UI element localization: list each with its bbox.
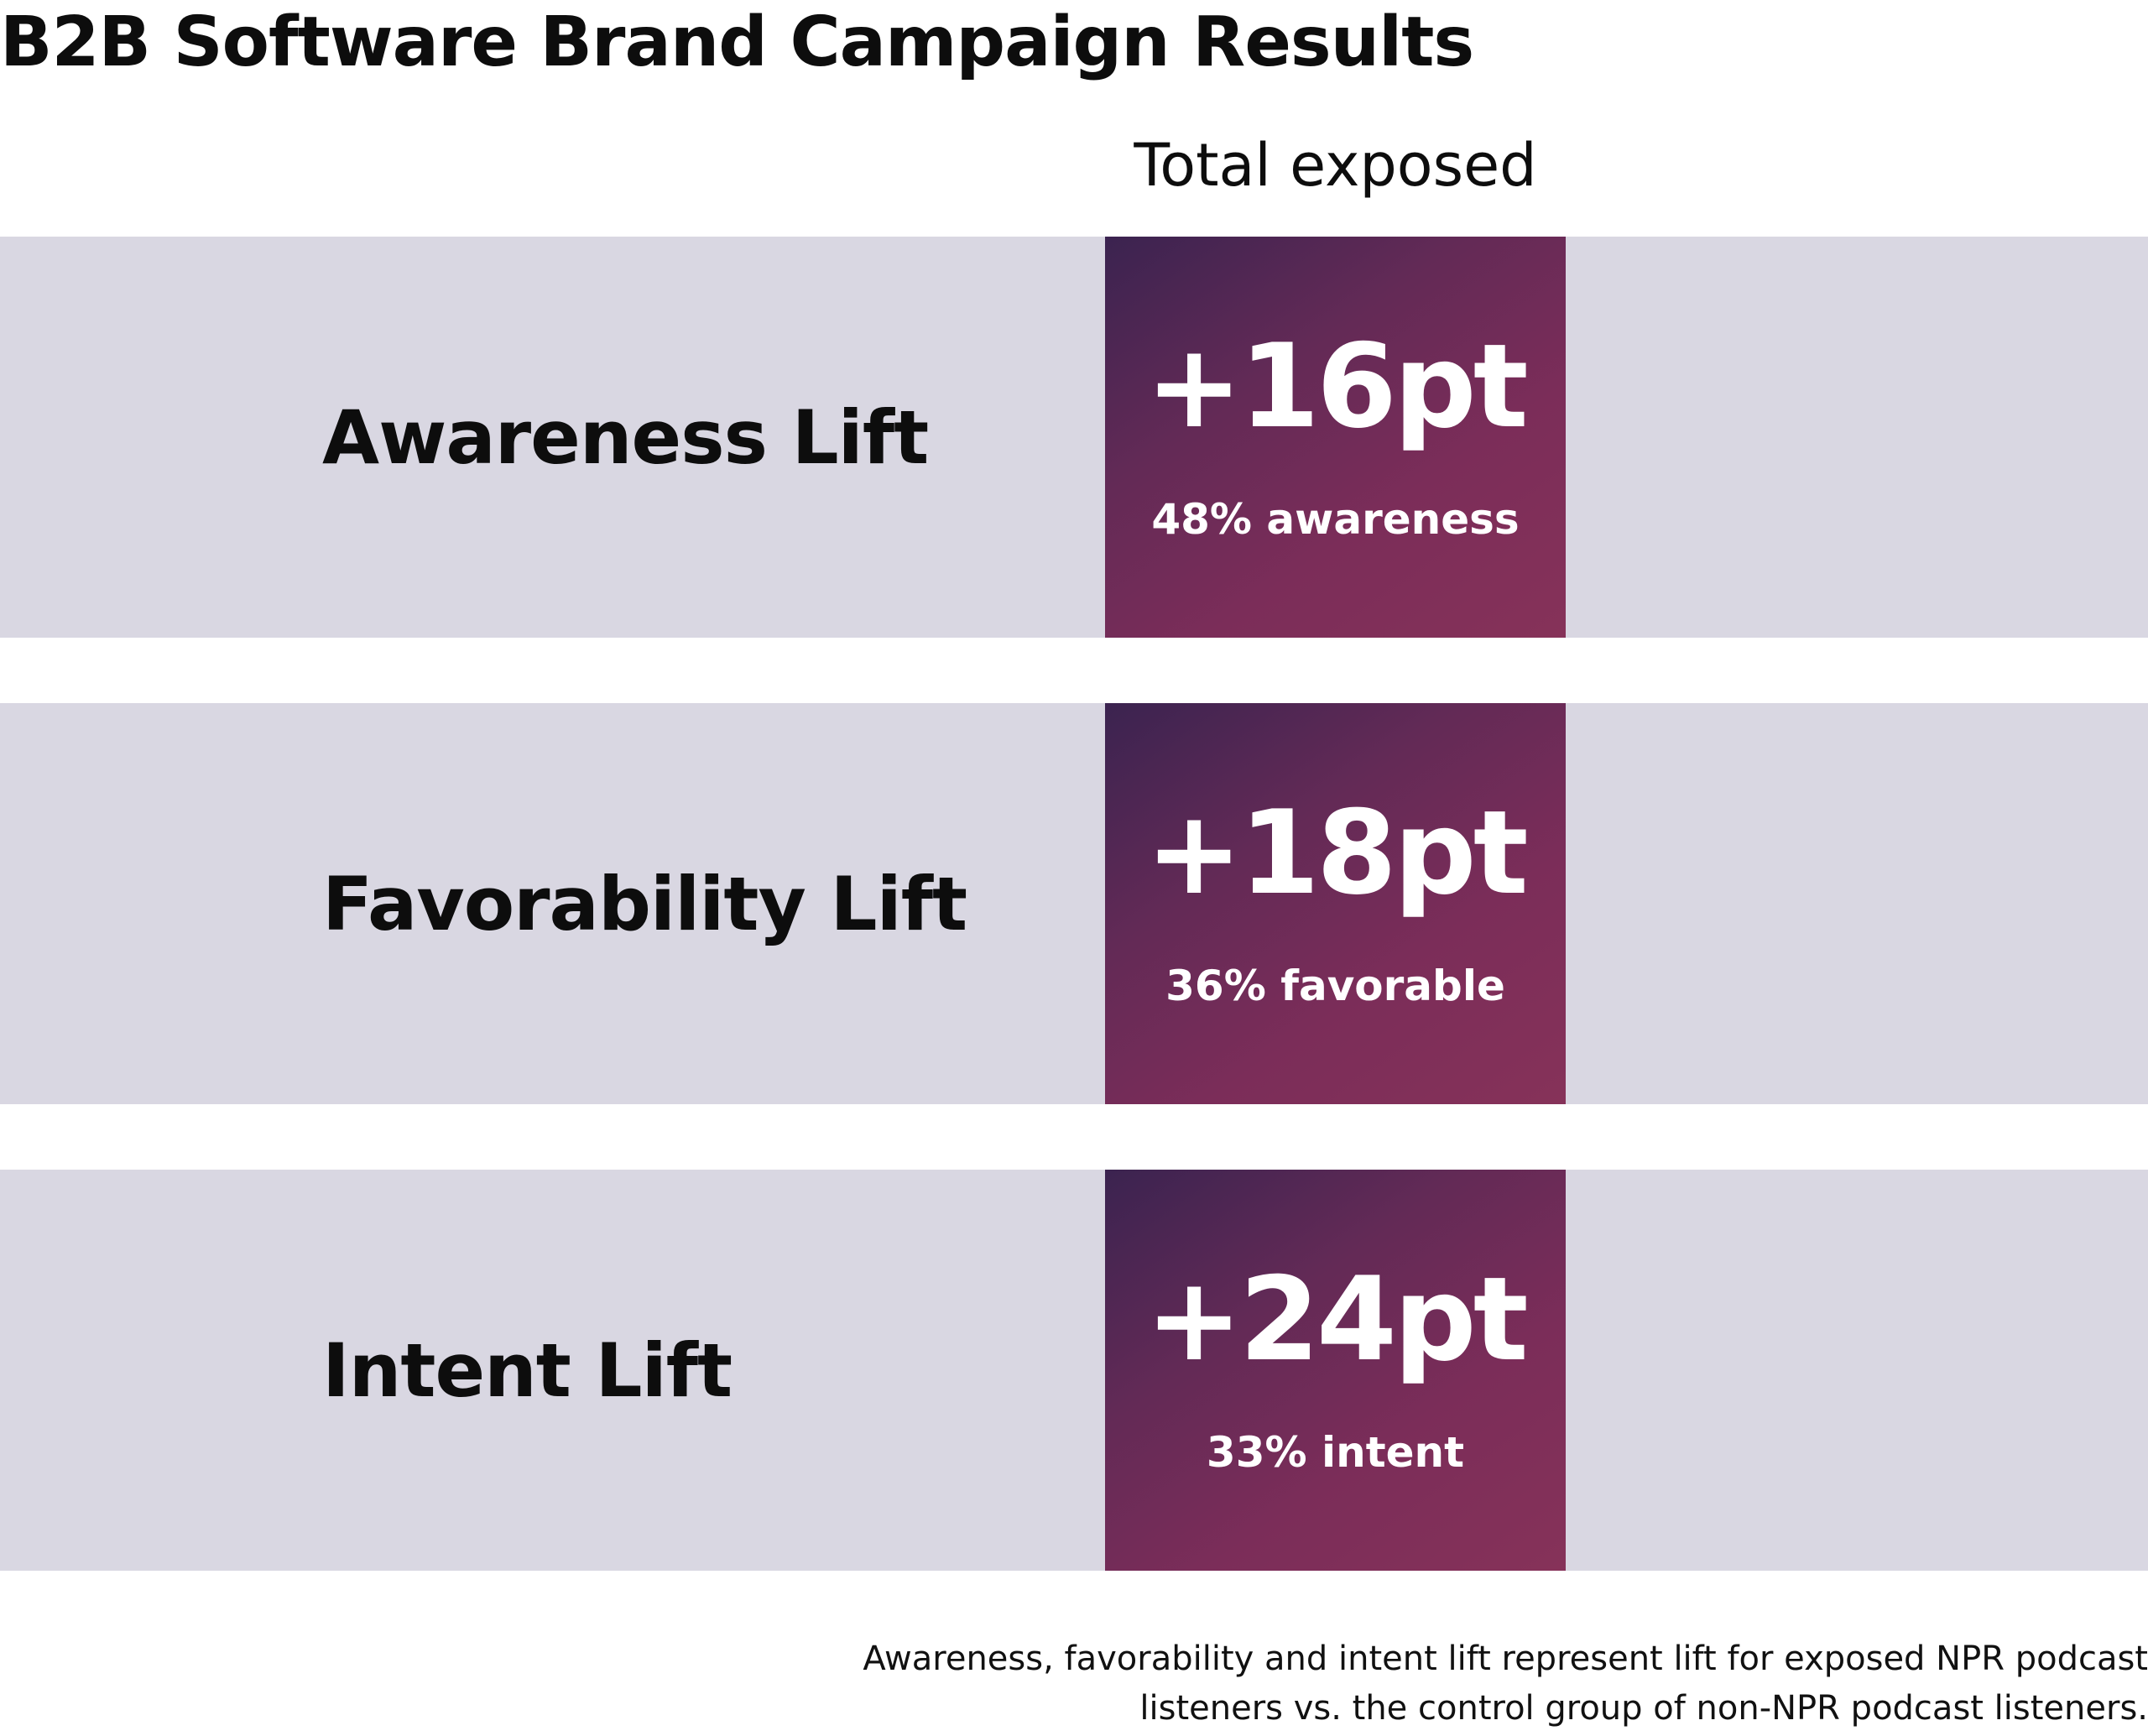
metric-row-intent: Intent Lift +24pt 33% intent (0, 1170, 2148, 1571)
value-tile-awareness: +16pt 48% awareness (1105, 237, 1566, 638)
value-tile-intent: +24pt 33% intent (1105, 1170, 1566, 1571)
footnote-line-2: listeners vs. the control group of non-N… (1139, 1689, 2148, 1728)
footnote-line-1: Awareness, favorability and intent lift … (863, 1640, 2148, 1678)
detail-intent: 33% intent (1206, 1428, 1465, 1477)
lift-value-favorability: +18pt (1145, 785, 1528, 920)
row-label-favorability: Favorability Lift (322, 860, 967, 947)
lift-value-awareness: +16pt (1145, 319, 1528, 454)
row-label-awareness: Awareness Lift (322, 394, 929, 481)
metric-row-awareness: Awareness Lift +16pt 48% awareness (0, 237, 2148, 638)
column-header-total-exposed: Total exposed (1134, 131, 1537, 200)
metric-row-favorability: Favorability Lift +18pt 36% favorable (0, 703, 2148, 1104)
row-label-intent: Intent Lift (322, 1327, 733, 1414)
lift-value-intent: +24pt (1145, 1252, 1528, 1387)
detail-favorability: 36% favorable (1165, 962, 1505, 1010)
footnote: Awareness, favorability and intent lift … (638, 1634, 2148, 1733)
chart-title: B2B Software Brand Campaign Results (0, 3, 1474, 82)
detail-awareness: 48% awareness (1151, 495, 1520, 544)
value-tile-favorability: +18pt 36% favorable (1105, 703, 1566, 1104)
